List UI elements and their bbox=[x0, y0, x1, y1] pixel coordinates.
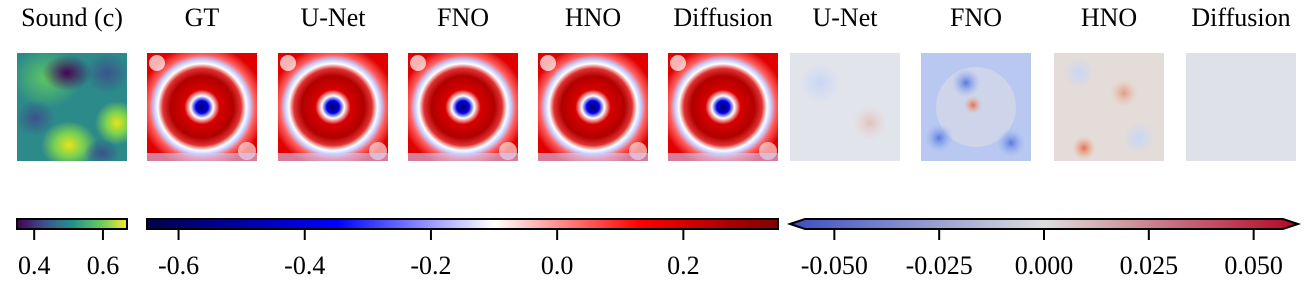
tick-label: 0.4 bbox=[18, 251, 51, 280]
panel-title: Sound (c) bbox=[21, 3, 123, 32]
tick-label: -0.025 bbox=[906, 251, 973, 280]
panel-title: HNO bbox=[565, 3, 621, 32]
heatmap bbox=[921, 53, 1031, 161]
panel-title: FNO bbox=[437, 3, 489, 32]
tick-label: 0.2 bbox=[667, 251, 700, 280]
tick-label: 0.000 bbox=[1015, 251, 1074, 280]
panel-title: GT bbox=[185, 3, 220, 32]
heatmap bbox=[668, 53, 778, 161]
tick-label: 0.025 bbox=[1120, 251, 1179, 280]
panel-title: U-Net bbox=[301, 3, 367, 32]
heatmap bbox=[147, 53, 257, 161]
heatmap bbox=[17, 53, 127, 161]
heatmap bbox=[1054, 53, 1164, 161]
heatmap bbox=[790, 53, 900, 161]
panel-title: FNO bbox=[950, 3, 1002, 32]
colorbar bbox=[786, 218, 1302, 230]
tick-label: -0.2 bbox=[410, 251, 451, 280]
panel-title: U-Net bbox=[813, 3, 879, 32]
tick-label: -0.4 bbox=[284, 251, 325, 280]
colorbar bbox=[146, 218, 779, 230]
tick-label: -0.050 bbox=[801, 251, 868, 280]
heatmap bbox=[408, 53, 518, 161]
tick-label: 0.6 bbox=[87, 251, 120, 280]
colorbar bbox=[16, 218, 128, 230]
heatmap bbox=[1186, 53, 1296, 161]
tick-label: 0.050 bbox=[1224, 251, 1283, 280]
tick-label: -0.6 bbox=[158, 251, 199, 280]
tick-label: 0.0 bbox=[541, 251, 574, 280]
panel-title: Diffusion bbox=[673, 3, 772, 32]
heatmap bbox=[538, 53, 648, 161]
panel-title: Diffusion bbox=[1191, 3, 1290, 32]
panel-title: HNO bbox=[1081, 3, 1137, 32]
heatmap bbox=[278, 53, 388, 161]
